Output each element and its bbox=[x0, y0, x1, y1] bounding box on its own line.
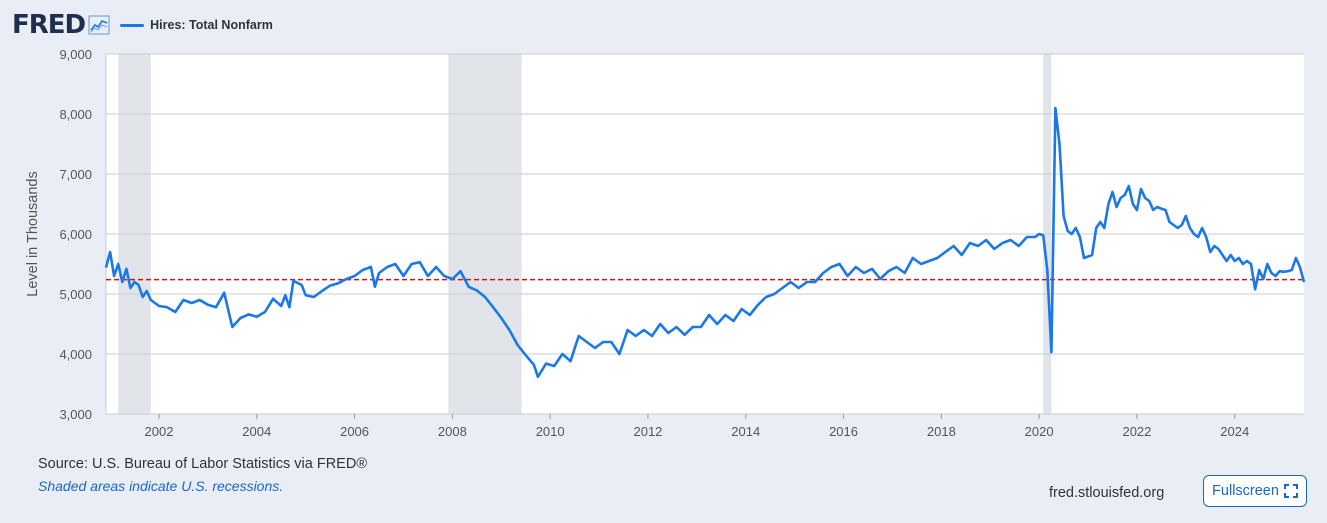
x-tick-label: 2006 bbox=[340, 424, 369, 439]
x-tick-label: 2022 bbox=[1122, 424, 1151, 439]
y-tick-label: 7,000 bbox=[59, 167, 92, 182]
series-layer bbox=[104, 106, 1306, 379]
legend-swatch bbox=[120, 23, 145, 27]
x-tick-label: 2004 bbox=[242, 424, 271, 439]
x-tick-label: 2008 bbox=[438, 424, 467, 439]
y-tick-label: 5,000 bbox=[59, 287, 92, 302]
fred-logo[interactable]: FRED bbox=[12, 10, 86, 40]
x-tick-label: 2020 bbox=[1025, 424, 1054, 439]
y-tick-label: 3,000 bbox=[59, 407, 92, 422]
y-tick-label: 9,000 bbox=[59, 47, 92, 62]
legend-label: Hires: Total Nonfarm bbox=[150, 18, 273, 32]
expand-icon bbox=[1283, 484, 1298, 498]
y-tick-label: 8,000 bbox=[59, 107, 92, 122]
site-url[interactable]: fred.stlouisfed.org bbox=[1049, 485, 1165, 501]
x-tick-label: 2016 bbox=[829, 424, 858, 439]
y-axis-title: Level in Thousands bbox=[25, 171, 41, 297]
y-tick-label: 6,000 bbox=[59, 227, 92, 242]
series-line-hires bbox=[104, 106, 1306, 379]
legend: Hires: Total Nonfarm bbox=[120, 18, 273, 32]
recession-note: Shaded areas indicate U.S. recessions. bbox=[38, 478, 284, 494]
chart-line-icon[interactable] bbox=[88, 14, 110, 36]
x-tick-label: 2018 bbox=[927, 424, 956, 439]
x-tick-label: 2014 bbox=[731, 424, 760, 439]
x-tick-label: 2010 bbox=[536, 424, 565, 439]
fullscreen-label: Fullscreen bbox=[1212, 483, 1279, 499]
y-axis-ticks: 3,000 4,000 5,000 6,000 7,000 8,000 9,000 bbox=[59, 47, 92, 422]
source-text: Source: U.S. Bureau of Labor Statistics … bbox=[38, 456, 368, 472]
x-tick-label: 2002 bbox=[145, 424, 174, 439]
x-tick-label: 2012 bbox=[633, 424, 662, 439]
x-axis-ticks: 2002 2004 2006 2008 2010 2012 2014 2016 2018 2020… bbox=[145, 414, 1249, 439]
y-tick-label: 4,000 bbox=[59, 347, 92, 362]
chart-header: FRED Hires: Total Nonfarm bbox=[12, 10, 273, 40]
fullscreen-button[interactable]: Fullscreen bbox=[1203, 475, 1307, 507]
x-tick-label: 2024 bbox=[1220, 424, 1249, 439]
